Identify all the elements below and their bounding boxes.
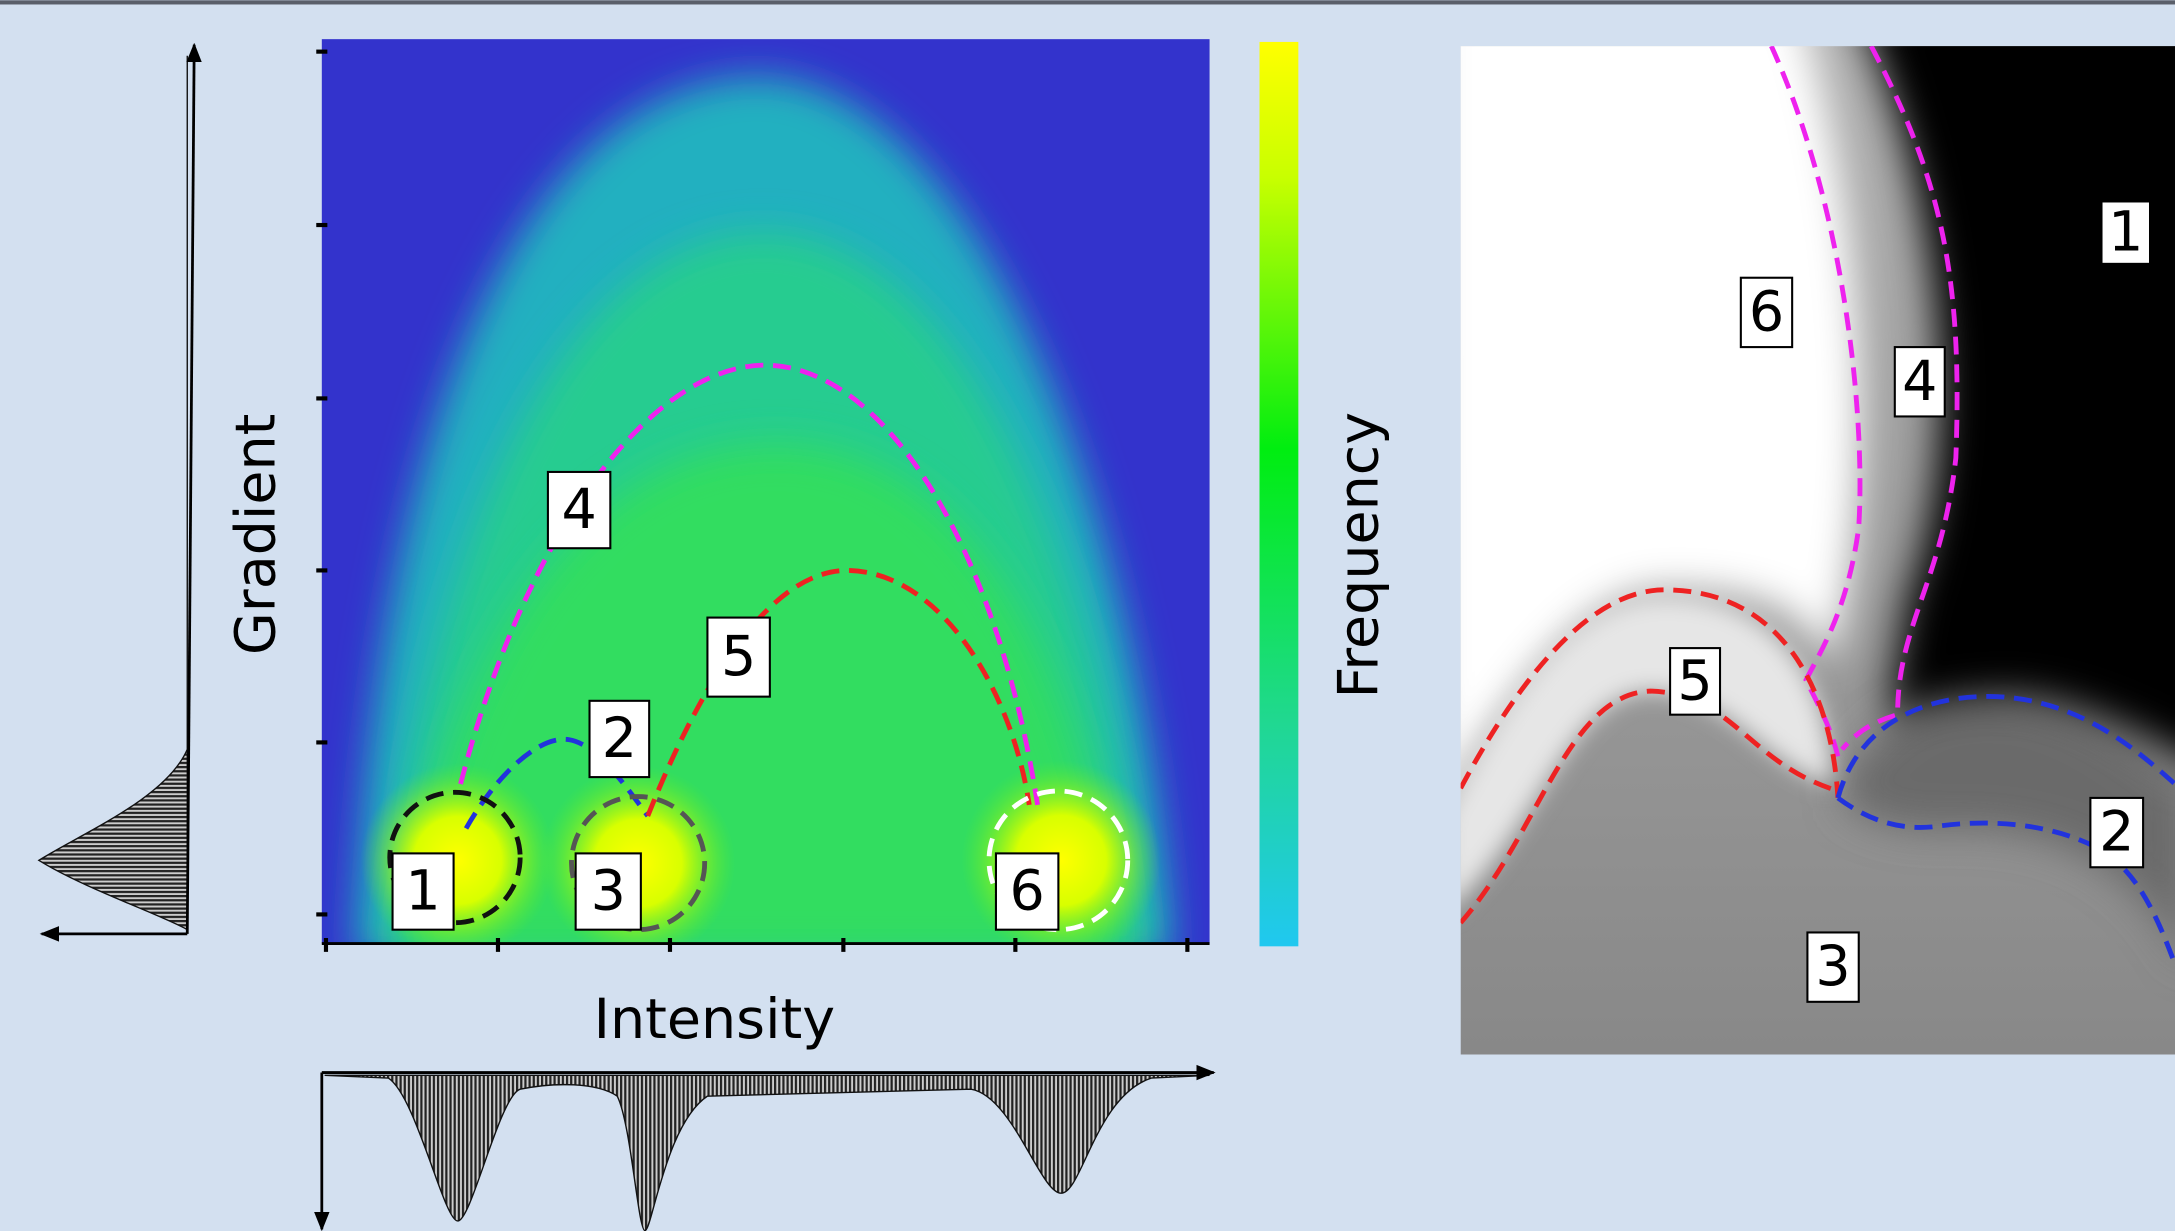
shape (1429, 0, 2175, 1054)
gradient-histogram (39, 45, 194, 934)
shape (39, 56, 187, 930)
image-region-label: 2 (2099, 801, 2134, 865)
intensity-histogram (322, 1073, 1214, 1231)
histogram-region-label: 1 (405, 860, 440, 924)
y-axis-label: Gradient (225, 414, 289, 655)
colorbar-label: Frequency (1327, 412, 1391, 699)
shape (961, 760, 1161, 960)
page: {"axes": {"y_label": "Gradient", "x_labe… (0, 0, 2175, 1231)
image-region-label: 3 (1815, 935, 1850, 999)
image-region-label: 4 (1902, 350, 1937, 414)
histogram-region-label: 2 (602, 707, 637, 771)
segmented-image (1429, 0, 2175, 1054)
histogram-region-label: 4 (561, 478, 596, 542)
histogram-region-label: 5 (721, 625, 756, 689)
image-region-label: 1 (2108, 201, 2143, 265)
histogram-region-label: 3 (591, 860, 626, 924)
shape (325, 1075, 1210, 1230)
2d-histogram (316, 39, 1209, 960)
shape (187, 45, 194, 934)
image-region-label: 6 (1749, 280, 1784, 344)
histogram-region-label: 6 (1010, 860, 1045, 924)
figure: Gradient Intensity Frequency 1 2 3 4 5 6 1 2 3 4… (0, 0, 2175, 1231)
colorbar (1260, 42, 1299, 946)
top-bar (0, 0, 2175, 4)
image-region-label: 5 (1677, 649, 1712, 713)
x-axis-label: Intensity (594, 988, 835, 1052)
